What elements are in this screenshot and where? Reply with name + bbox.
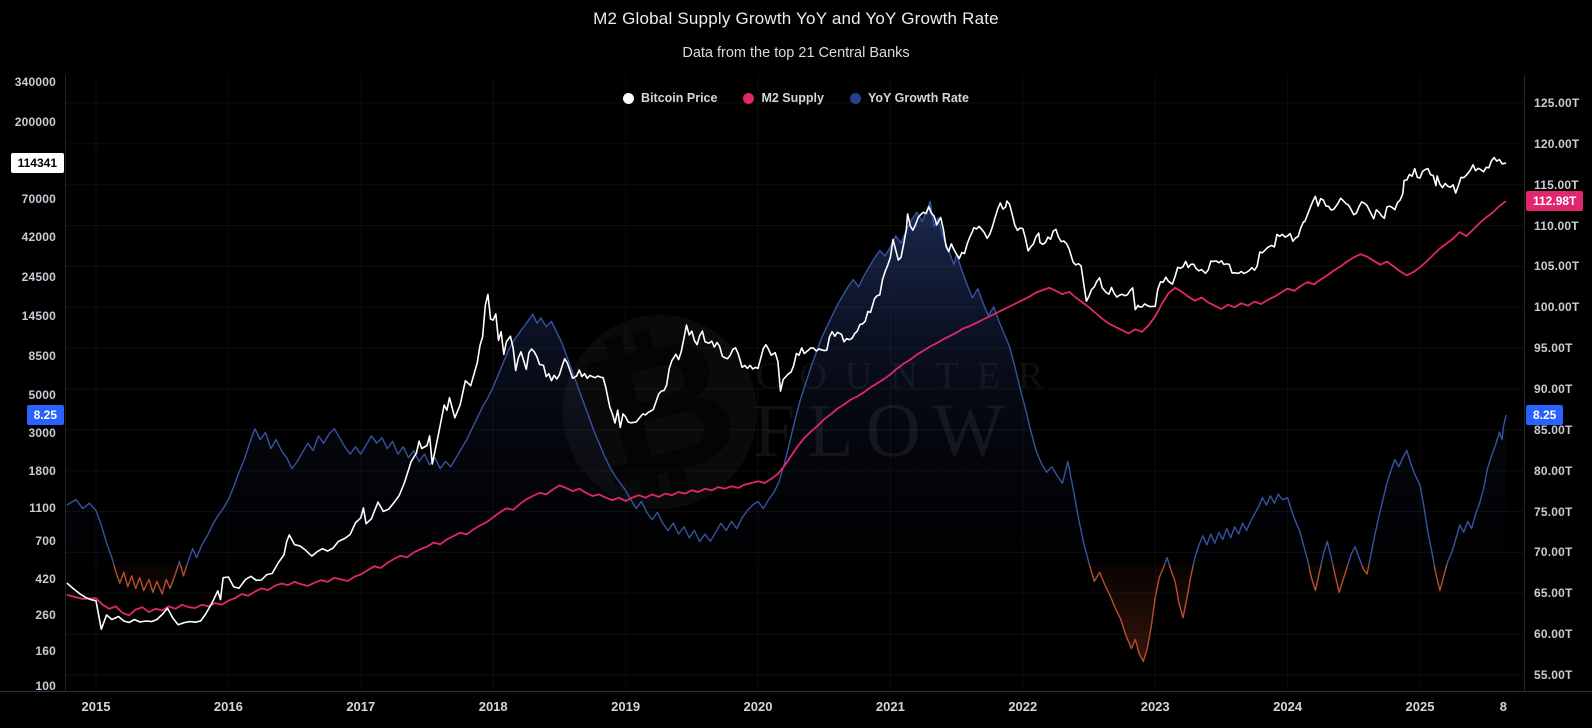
time-axis-tick-label: 2024	[1273, 699, 1303, 714]
legend-dot-m2-supply	[743, 92, 755, 104]
left-axis-tick-label: 14500	[21, 309, 56, 324]
right-axis-tick-label: 95.00T	[1534, 341, 1573, 356]
left-axis-tick-label: 70000	[21, 192, 56, 207]
time-axis-tick-label: 2016	[213, 699, 243, 714]
left-axis-tick-label: 3000	[28, 426, 56, 441]
watermark-line2: FLOW	[753, 389, 1016, 473]
legend-label: Bitcoin Price	[641, 91, 718, 105]
time-axis-tick-label: 2020	[743, 699, 773, 714]
right-axis-tick-label: 120.00T	[1534, 136, 1580, 151]
yoy-growth-area-positive[interactable]	[66, 201, 1507, 661]
legend-dot-yoy-growth-rate	[849, 92, 861, 104]
left-axis-tick-label: 160	[35, 644, 56, 659]
time-axis-tick-label: 2015	[81, 699, 111, 714]
legend: Bitcoin Price M2 Supply YoY Growth Rate	[0, 91, 1592, 105]
page-subtitle: Data from the top 21 Central Banks	[682, 45, 910, 61]
legend-item-yoy-growth-rate[interactable]: YoY Growth Rate	[849, 91, 969, 105]
left-axis-tick-label: 420	[35, 572, 56, 587]
time-axis-tick-label: 8	[1499, 699, 1508, 714]
left-axis-tick-label: 1800	[28, 464, 56, 479]
left-axis-tick-label: 200000	[14, 114, 56, 129]
yoy-growth-area-negative[interactable]	[66, 201, 1507, 662]
price-scale-left[interactable]: 3400002000001200007000042000245001450085…	[0, 0, 66, 728]
yoy-rate-badge-left: 8.25	[26, 405, 64, 425]
right-axis-tick-label: 80.00T	[1534, 463, 1573, 478]
right-axis-tick-label: 65.00T	[1534, 586, 1573, 601]
left-axis-tick-label: 100	[35, 679, 56, 693]
right-axis-tick-label: 110.00T	[1534, 218, 1579, 233]
left-axis-tick-label: 1100	[29, 500, 56, 515]
time-axis-tick-label: 2025	[1405, 699, 1435, 714]
right-axis-tick-label: 70.00T	[1534, 545, 1573, 560]
time-axis-tick-label: 2022	[1008, 699, 1038, 714]
m2-supply-badge: 112.98T	[1526, 191, 1584, 212]
right-axis-tick-label: 85.00T	[1534, 422, 1573, 437]
time-axis-tick-label: 2018	[478, 699, 508, 714]
bitcoin-logo-watermark	[563, 315, 757, 509]
legend-label: YoY Growth Rate	[867, 91, 969, 105]
bitcoin-price-badge: 114341	[10, 153, 64, 174]
legend-item-bitcoin-price[interactable]: Bitcoin Price	[623, 91, 717, 105]
right-axis-tick-label: 75.00T	[1534, 504, 1573, 519]
right-axis-tick-label: 60.00T	[1534, 627, 1573, 642]
bitcoin-price-line[interactable]	[66, 156, 1507, 630]
right-axis-tick-label: 125.00T	[1534, 96, 1580, 110]
yoy-growth-line-positive[interactable]	[66, 200, 1507, 661]
legend-label: M2 Supply	[761, 91, 824, 105]
legend-dot-bitcoin-price	[623, 92, 635, 104]
left-axis-tick-label: 260	[35, 608, 56, 623]
time-axis-tick-label: 2019	[611, 699, 641, 714]
right-axis-tick-label: 55.00T	[1534, 667, 1573, 682]
time-scale[interactable]: 2015 2016 2017 2018 2019 2020 2021 2022 2023 2024…	[0, 692, 1592, 728]
yoy-rate-badge-right: 8.25	[1526, 405, 1564, 425]
right-axis-tick-label: 90.00T	[1534, 381, 1573, 396]
right-axis-tick-label: 100.00T	[1534, 300, 1580, 315]
time-axis-tick-label: 2023	[1140, 699, 1170, 714]
left-axis-tick-label: 5000	[28, 388, 56, 403]
axis-borders	[0, 75, 1592, 692]
legend-item-m2-supply[interactable]: M2 Supply	[743, 91, 824, 105]
time-axis-tick-label: 2021	[875, 699, 905, 714]
m2-supply-line[interactable]	[66, 200, 1507, 617]
left-axis-tick-label: 340000	[14, 75, 56, 90]
left-axis-tick-label: 42000	[21, 230, 56, 245]
right-axis-tick-label: 115.00T	[1534, 177, 1579, 192]
left-axis-tick-label: 700	[35, 534, 56, 549]
left-axis-tick-label: 8500	[28, 349, 56, 364]
price-scale-right[interactable]: 125.00T 120.00T 115.00T 110.00T 105.00T 100.0…	[1524, 0, 1592, 728]
right-axis-tick-label: 105.00T	[1534, 259, 1580, 274]
page-title: M2 Global Supply Growth YoY and YoY Grow…	[593, 9, 999, 28]
yoy-growth-line-negative[interactable]	[67, 201, 1506, 663]
left-axis-tick-label: 24500	[21, 270, 56, 285]
time-axis-tick-label: 2017	[346, 699, 376, 714]
